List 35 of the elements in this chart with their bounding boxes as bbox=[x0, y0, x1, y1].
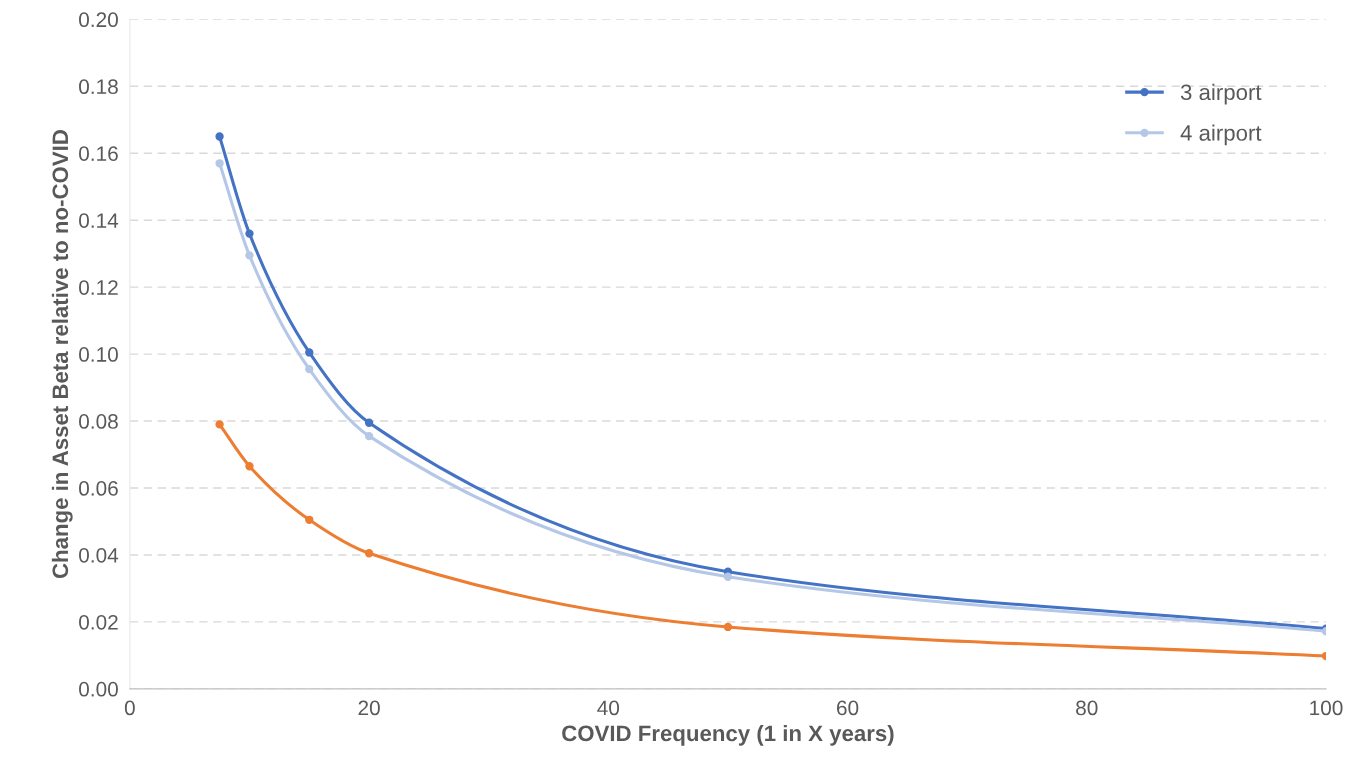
point bbox=[215, 420, 224, 429]
y-tick-label: 0.02 bbox=[79, 614, 118, 630]
y-tick-label: 0.06 bbox=[79, 481, 118, 496]
point bbox=[245, 229, 254, 238]
point bbox=[305, 515, 314, 524]
point bbox=[245, 251, 254, 260]
y-tick-label: 0.04 bbox=[79, 547, 119, 563]
y-axis-title: Change in Asset Beta relative to no-COVID bbox=[51, 130, 73, 579]
point bbox=[215, 132, 224, 141]
y-tick-label: 0.10 bbox=[79, 347, 118, 362]
y-tick-label: 0.16 bbox=[79, 146, 118, 162]
x-tick-label: 20 bbox=[358, 700, 380, 716]
x-tick-label: 100 bbox=[1310, 700, 1343, 716]
point bbox=[245, 462, 254, 471]
point bbox=[305, 365, 314, 374]
x-tick-label: 40 bbox=[597, 700, 620, 716]
point bbox=[305, 348, 314, 357]
point bbox=[723, 622, 733, 632]
x-axis-title: COVID Frequency (1 in X years) bbox=[562, 724, 894, 746]
y-tick-label: 0.08 bbox=[79, 414, 118, 429]
point bbox=[215, 159, 224, 168]
point bbox=[364, 549, 374, 558]
x-tick-label: 0 bbox=[124, 700, 135, 716]
y-tick-label: 0.18 bbox=[79, 79, 118, 95]
legend-label: 4 airport bbox=[1180, 124, 1262, 146]
point bbox=[723, 572, 733, 581]
y-tick-label: 0.20 bbox=[79, 12, 118, 28]
x-tick-label: 80 bbox=[1076, 700, 1098, 716]
y-tick-label: 0.00 bbox=[79, 681, 118, 697]
y-tick-label: 0.14 bbox=[79, 213, 119, 228]
y-tick-label: 0.12 bbox=[79, 280, 118, 295]
legend-label: 3 airport bbox=[1180, 83, 1262, 105]
x-tick-label: 60 bbox=[837, 700, 859, 716]
point bbox=[364, 431, 374, 441]
point bbox=[364, 418, 374, 427]
